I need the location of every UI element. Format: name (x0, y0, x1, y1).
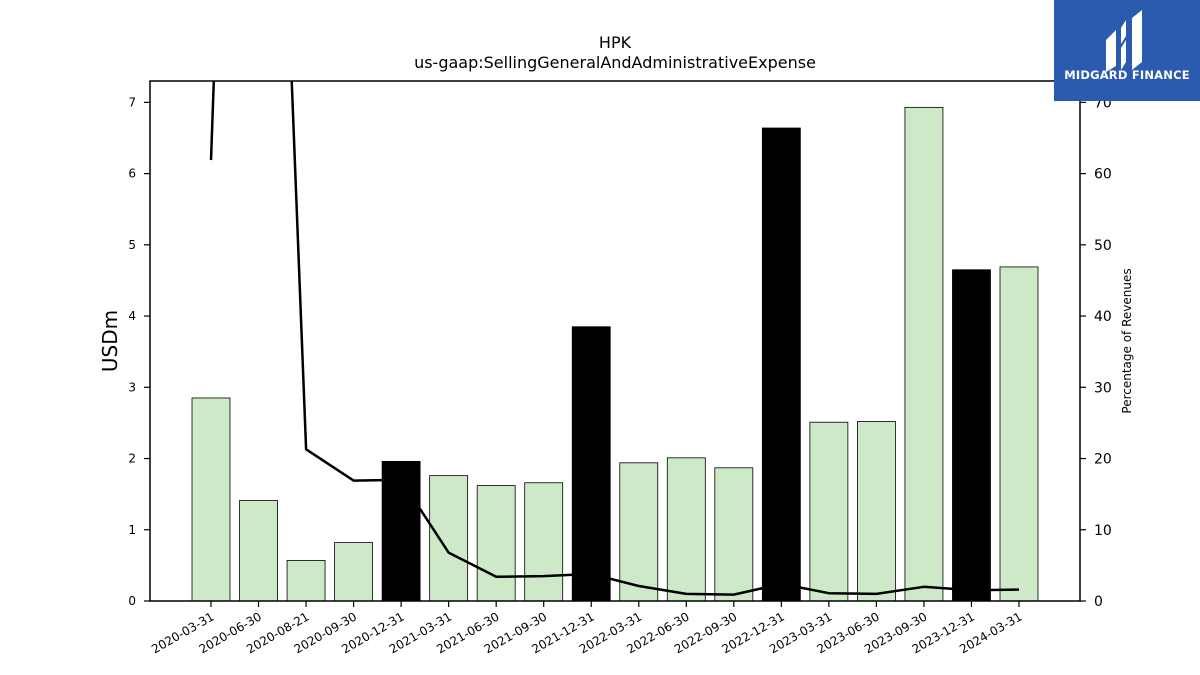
y2-axis-label: Percentage of Revenues (1120, 268, 1134, 413)
y2-tick-label: 30 (1094, 380, 1112, 396)
y-tick-label: 1 (128, 523, 136, 537)
bar (999, 266, 1039, 602)
y2-tick-label: 0 (1094, 594, 1103, 610)
line-group (209, 81, 1020, 596)
chart-title: HPK (599, 33, 632, 52)
bar (857, 421, 896, 602)
bar (524, 482, 564, 602)
y2-tick-label: 10 (1094, 523, 1112, 539)
bars-group (191, 106, 1039, 602)
y-tick-label: 3 (128, 380, 136, 394)
logo-mark-icon (1106, 10, 1142, 72)
y-tick-label: 4 (128, 309, 136, 323)
bar (666, 457, 706, 602)
bar (381, 460, 421, 602)
bar (714, 467, 754, 602)
plot-frame (149, 80, 1081, 602)
y-axis-label: USDm (98, 310, 122, 372)
y-tick-label: 6 (128, 167, 136, 181)
bar (571, 326, 611, 602)
chart-subtitle: us-gaap:SellingGeneralAndAdministrativeE… (414, 53, 816, 72)
bar (761, 127, 801, 602)
bar (809, 421, 849, 602)
y2-tick-label: 50 (1094, 238, 1112, 254)
bar (191, 397, 231, 602)
y-tick-label: 5 (128, 238, 136, 252)
brand-logo: MIDGARD FINANCE (1054, 0, 1200, 101)
bar (952, 269, 991, 602)
y-tick-label: 0 (128, 594, 136, 608)
y2-tick-label: 40 (1094, 309, 1112, 325)
line-series (209, 81, 1020, 596)
bar (904, 106, 944, 602)
bar (476, 485, 516, 602)
bar (239, 500, 278, 602)
y-tick-label: 2 (128, 452, 136, 466)
x-axis: 2020-03-312020-06-302020-08-212020-09-30… (149, 601, 1025, 656)
y-tick-label: 7 (128, 95, 136, 109)
bar (429, 475, 469, 602)
y2-tick-label: 60 (1094, 167, 1112, 183)
bar (334, 542, 373, 602)
y2-tick-label: 20 (1094, 452, 1112, 468)
y-axis: 0 1 2 3 4 5 6 7 (128, 95, 150, 608)
bar (286, 559, 326, 602)
logo-text: MIDGARD FINANCE (1064, 68, 1190, 82)
bar (619, 462, 659, 602)
